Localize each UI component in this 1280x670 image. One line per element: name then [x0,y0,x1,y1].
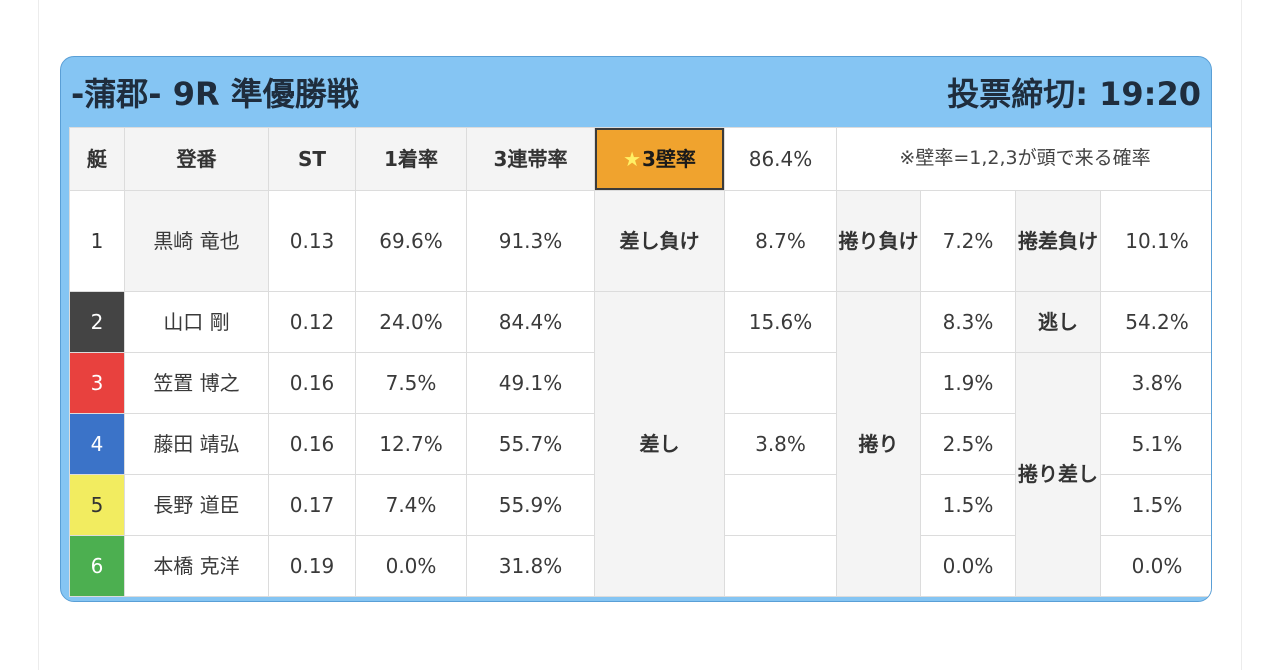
makuri-value-5: 1.5% [921,475,1015,535]
sashi-loss-value: 8.7% [725,191,836,291]
boat-number-4: 4 [70,414,124,474]
sashi-value-5 [725,475,836,535]
sashi-value-3 [725,353,836,413]
makurizashi-label: 捲り 差し [1016,353,1100,596]
trio-rate-4: 55.7% [467,414,594,474]
race-card: -蒲郡- 9R 準優勝戦 投票締切: 19:20 艇 登番 ST 1着率 3連帯… [60,56,1212,602]
st-value-4: 0.16 [269,414,355,474]
makurizashi-value-5: 1.5% [1101,475,1211,535]
racer-name-1: 黒崎 竜也 [125,191,268,291]
makuri-label: 捲り [837,292,920,596]
racer-name-6: 本橋 克洋 [125,536,268,596]
trio-rate-6: 31.8% [467,536,594,596]
st-value-1: 0.13 [269,191,355,291]
trio-rate-1: 91.3% [467,191,594,291]
trio-rate-2: 84.4% [467,292,594,352]
makurizashi-value-4: 5.1% [1101,414,1211,474]
col-header-boat: 艇 [70,128,124,190]
col-header-trio-rate: 3連帯率 [467,128,594,190]
sashi-value-4: 3.8% [725,414,836,474]
col-header-first-rate: 1着率 [356,128,466,190]
sashi-value-6 [725,536,836,596]
racer-name-5: 長野 道臣 [125,475,268,535]
first-rate-1: 69.6% [356,191,466,291]
sashi-loss-label-line1: 差し [619,228,660,253]
race-title: -蒲郡- 9R 準優勝戦 [71,75,359,113]
boat-number-6: 6 [70,536,124,596]
makuri-value-4: 2.5% [921,414,1015,474]
vote-deadline: 投票締切: 19:20 [947,75,1201,113]
boat-number-5: 5 [70,475,124,535]
st-value-5: 0.17 [269,475,355,535]
left-edge-line [38,0,39,670]
makuri-loss-label-line2: 負け [878,228,919,253]
right-edge-line [1241,0,1242,670]
col-header-name: 登番 [125,128,268,190]
makurizashi-label-line1: 捲り [1018,462,1058,486]
boat-number-1: 1 [70,191,124,291]
st-value-2: 0.12 [269,292,355,352]
racer-name-4: 藤田 靖弘 [125,414,268,474]
sashi-value-2: 15.6% [725,292,836,352]
first-rate-6: 0.0% [356,536,466,596]
makuri-loss-label-line1: 捲り [838,228,879,253]
nige-value: 54.2% [1101,292,1211,352]
makuri-value-2: 8.3% [921,292,1015,352]
nige-label: 逃し [1016,292,1100,352]
makurizashi-value-6: 0.0% [1101,536,1211,596]
makurizashi-loss-label-line1: 捲差 [1018,228,1058,253]
star-icon: ★ [623,146,641,171]
makuri-value-6: 0.0% [921,536,1015,596]
makuri-value-3: 1.9% [921,353,1015,413]
makurizashi-label-line2: 差し [1058,462,1098,486]
first-rate-2: 24.0% [356,292,466,352]
makurizashi-loss-label-line2: 負け [1058,228,1098,253]
st-value-3: 0.16 [269,353,355,413]
st-value-6: 0.19 [269,536,355,596]
trio-rate-3: 49.1% [467,353,594,413]
col-header-st: ST [269,128,355,190]
boat-number-2: 2 [70,292,124,352]
wall-rate-header: ★ 3壁率 [595,128,724,190]
wall-rate-label: 3壁率 [642,146,696,171]
makurizashi-loss-label: 捲差 負け [1016,191,1100,291]
wall-rate-value: 86.4% [725,128,836,190]
first-rate-3: 7.5% [356,353,466,413]
boat-number-3: 3 [70,353,124,413]
sashi-loss-label-line2: 負け [659,228,700,253]
racer-name-2: 山口 剛 [125,292,268,352]
makurizashi-value-3: 3.8% [1101,353,1211,413]
sashi-loss-label: 差し 負け [595,191,724,291]
makurizashi-loss-value: 10.1% [1101,191,1211,291]
makuri-loss-value: 7.2% [921,191,1015,291]
racer-name-3: 笠置 博之 [125,353,268,413]
race-table: 艇 登番 ST 1着率 3連帯率 ★ 3壁率 86.4% ※壁率=1,2,3が頭で… [69,127,1211,597]
first-rate-5: 7.4% [356,475,466,535]
makuri-loss-label: 捲り 負け [837,191,920,291]
wall-rate-note: ※壁率=1,2,3が頭で来る確率 [837,128,1211,190]
trio-rate-5: 55.9% [467,475,594,535]
sashi-label: 差し [595,292,724,596]
first-rate-4: 12.7% [356,414,466,474]
